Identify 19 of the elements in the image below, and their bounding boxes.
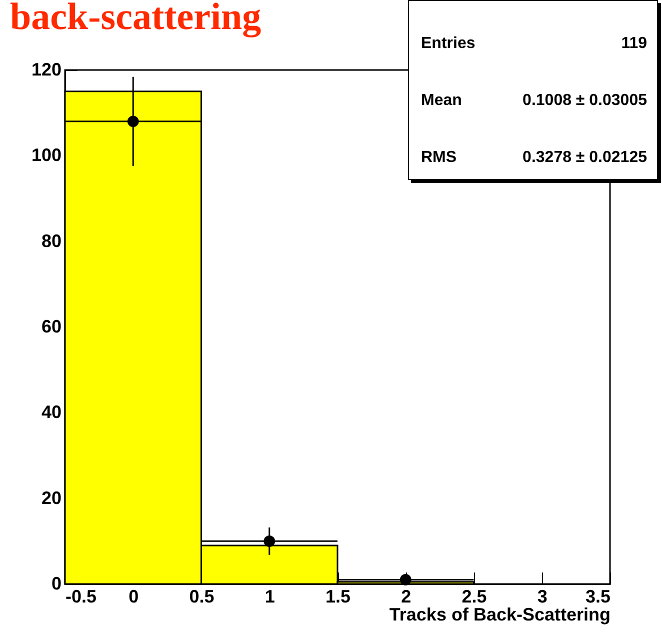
chart-title: back-scattering — [10, 0, 262, 38]
x-axis-title: Tracks of Back-Scattering — [389, 604, 610, 624]
y-tick-label: 40 — [41, 402, 62, 422]
y-tick-label: 80 — [41, 230, 62, 251]
stats-box: Entries 119 Mean 0.1008 ± 0.03005 RMS 0.3278 ± 0.02125 — [408, 0, 658, 180]
y-tick-label: 20 — [41, 488, 62, 508]
x-tick-label: -0.5 — [66, 586, 97, 606]
x-tick-label: 3 — [537, 586, 548, 606]
x-tick-label: 1.5 — [325, 586, 351, 606]
x-tick-label: 2.5 — [462, 586, 487, 606]
y-tick-label: 60 — [41, 316, 62, 336]
y-tick-label: 120 — [31, 60, 62, 80]
x-tick-label: 2 — [401, 586, 412, 606]
y-tick-label: 0 — [51, 574, 62, 594]
x-tick-label: 1 — [264, 586, 275, 606]
x-tick-label: 0.5 — [189, 586, 214, 606]
x-tick-label: 0 — [128, 586, 139, 606]
y-tick-label: 100 — [31, 145, 62, 166]
x-tick-label: 3.5 — [585, 586, 610, 606]
